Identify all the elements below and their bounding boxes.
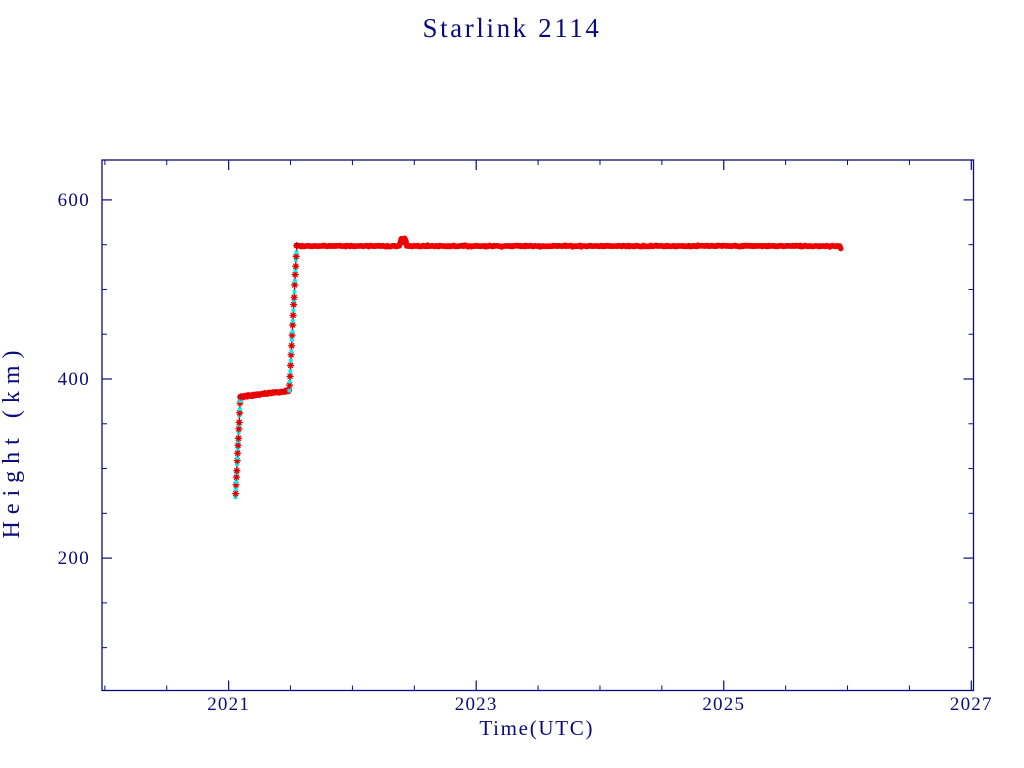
svg-text:Time(UTC): Time(UTC) [479,716,594,740]
svg-text:Starlink 2114: Starlink 2114 [422,13,601,43]
svg-text:2023: 2023 [455,694,498,715]
svg-text:2027: 2027 [950,694,993,715]
svg-text:2025: 2025 [702,694,745,715]
svg-text:Height (km): Height (km) [0,344,25,539]
svg-text:600: 600 [58,190,90,211]
svg-text:2021: 2021 [207,694,250,715]
svg-text:400: 400 [58,369,90,390]
svg-text:200: 200 [58,548,90,569]
